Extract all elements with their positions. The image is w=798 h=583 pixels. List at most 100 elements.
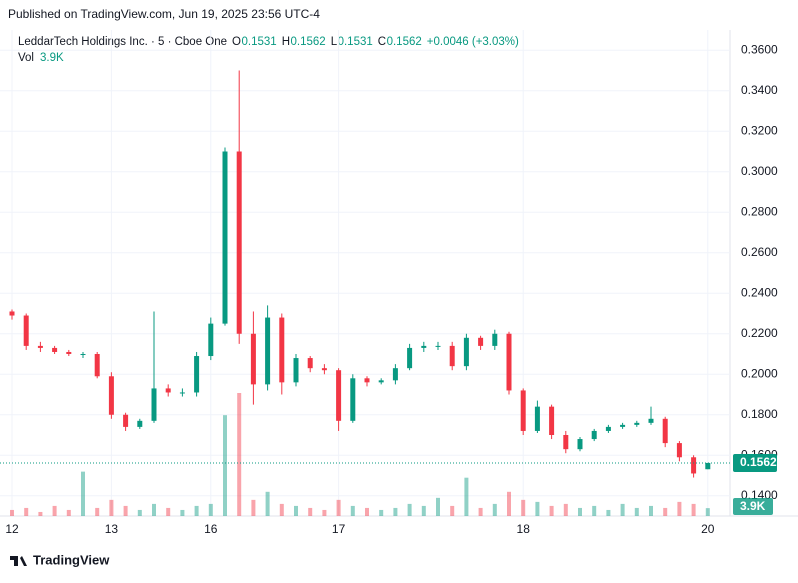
volume-bar <box>180 509 185 516</box>
volume-bar <box>606 509 611 516</box>
brand: TradingView <box>33 552 110 567</box>
legend-h-val: 0.1562 <box>291 36 326 48</box>
legend-c-val: 0.1562 <box>387 36 422 48</box>
candle-body <box>364 378 370 383</box>
volume-bar <box>194 505 199 516</box>
candle-body <box>378 380 384 383</box>
volume-bar <box>507 491 511 516</box>
legend-o-key: O <box>232 36 241 48</box>
volume-bar <box>450 505 455 516</box>
candle-body <box>307 358 313 369</box>
candle-body <box>336 370 342 421</box>
candle-body <box>520 390 526 431</box>
y-tick-label: 0.1800 <box>741 407 778 421</box>
volume-bar <box>365 507 369 516</box>
volume-bar <box>535 501 540 516</box>
logo-mark <box>10 556 27 566</box>
candle-body <box>591 430 597 440</box>
volume-bar <box>308 507 313 516</box>
candle-body <box>549 406 555 435</box>
candle-body <box>506 333 512 391</box>
published: Published on TradingView.com, Jun 19, 20… <box>8 7 320 21</box>
volume-bar <box>208 503 213 516</box>
volume-bar <box>563 503 568 516</box>
candle-body <box>691 457 697 474</box>
x-tick-label: 12 <box>5 522 19 536</box>
candle-body <box>634 422 640 425</box>
volume-bar <box>52 505 57 516</box>
volume-bar <box>336 499 341 516</box>
candle-body <box>23 315 29 346</box>
candle-body <box>137 420 143 427</box>
volume-box-label: 3.9K <box>740 499 766 513</box>
volume-bar <box>592 505 597 516</box>
candle-body <box>37 345 43 348</box>
y-tick-label: 0.3200 <box>741 123 778 137</box>
volume-bar <box>237 393 242 516</box>
candle-body <box>676 443 682 458</box>
volume-bar <box>407 503 412 516</box>
candle-body <box>123 414 129 427</box>
y-tick-label: 0.3400 <box>741 83 778 97</box>
candle-body <box>321 368 327 371</box>
volume-bar <box>464 477 469 516</box>
candle-body <box>705 462 711 470</box>
y-tick-label: 0.2400 <box>741 285 778 299</box>
candle-body <box>620 424 626 427</box>
volume-bar <box>393 507 398 516</box>
x-tick-label: 13 <box>105 522 119 536</box>
candle-body <box>236 151 242 334</box>
candle-body <box>662 418 668 444</box>
volume-bar <box>166 507 171 516</box>
volume-bar <box>24 507 29 516</box>
candle-body <box>9 311 15 316</box>
candle-body <box>222 151 228 324</box>
candle-body <box>94 354 100 377</box>
candle-body <box>577 439 583 450</box>
y-tick-label: 0.2800 <box>741 204 778 218</box>
candle-body <box>463 337 469 367</box>
price-box <box>733 453 777 472</box>
candle-body <box>350 378 356 421</box>
volume-bar <box>478 507 483 516</box>
volume-bar <box>137 509 142 516</box>
candle-body <box>208 323 214 357</box>
candle-body <box>250 333 256 385</box>
volume-bar <box>549 505 554 516</box>
volume-bar <box>66 509 71 516</box>
legend-l-val: 0.1531 <box>338 36 373 48</box>
volume-bar <box>421 505 426 516</box>
volume-bar <box>123 505 128 516</box>
legend-symbol: LeddarTech Holdings Inc. · 5 · Cboe One <box>18 36 227 48</box>
legend-change: +0.0046 (+3.03%) <box>427 36 519 48</box>
volume-bar <box>436 497 440 516</box>
candle-body <box>80 354 86 355</box>
y-tick-label: 0.2600 <box>741 245 778 259</box>
y-tick-label: 0.2000 <box>741 366 778 380</box>
candle-body <box>534 406 540 431</box>
y-tick-label: 0.3000 <box>741 164 778 178</box>
volume-bar <box>492 503 497 516</box>
candle-body <box>563 435 569 450</box>
candle-body <box>293 358 299 383</box>
candle-body <box>265 317 271 385</box>
candle-body <box>179 392 185 394</box>
candle-body <box>435 345 441 347</box>
volume-bar <box>38 511 43 516</box>
candle-body <box>165 388 171 393</box>
candle-body <box>108 376 114 415</box>
volume-bar <box>578 507 582 516</box>
volume-bar <box>152 503 156 516</box>
price-box-label: 0.1562 <box>740 455 777 469</box>
volume-bar <box>95 507 100 516</box>
y-tick-label: 0.3600 <box>741 42 778 56</box>
x-tick-label: 16 <box>204 522 218 536</box>
candle-body <box>66 351 72 354</box>
volume-bar <box>663 507 668 516</box>
volume-bar <box>649 505 653 516</box>
candle-body <box>648 418 654 423</box>
legend-vol-val: 3.9K <box>40 52 64 64</box>
y-tick-label: 0.2200 <box>741 326 778 340</box>
logo: TradingView <box>10 552 110 567</box>
